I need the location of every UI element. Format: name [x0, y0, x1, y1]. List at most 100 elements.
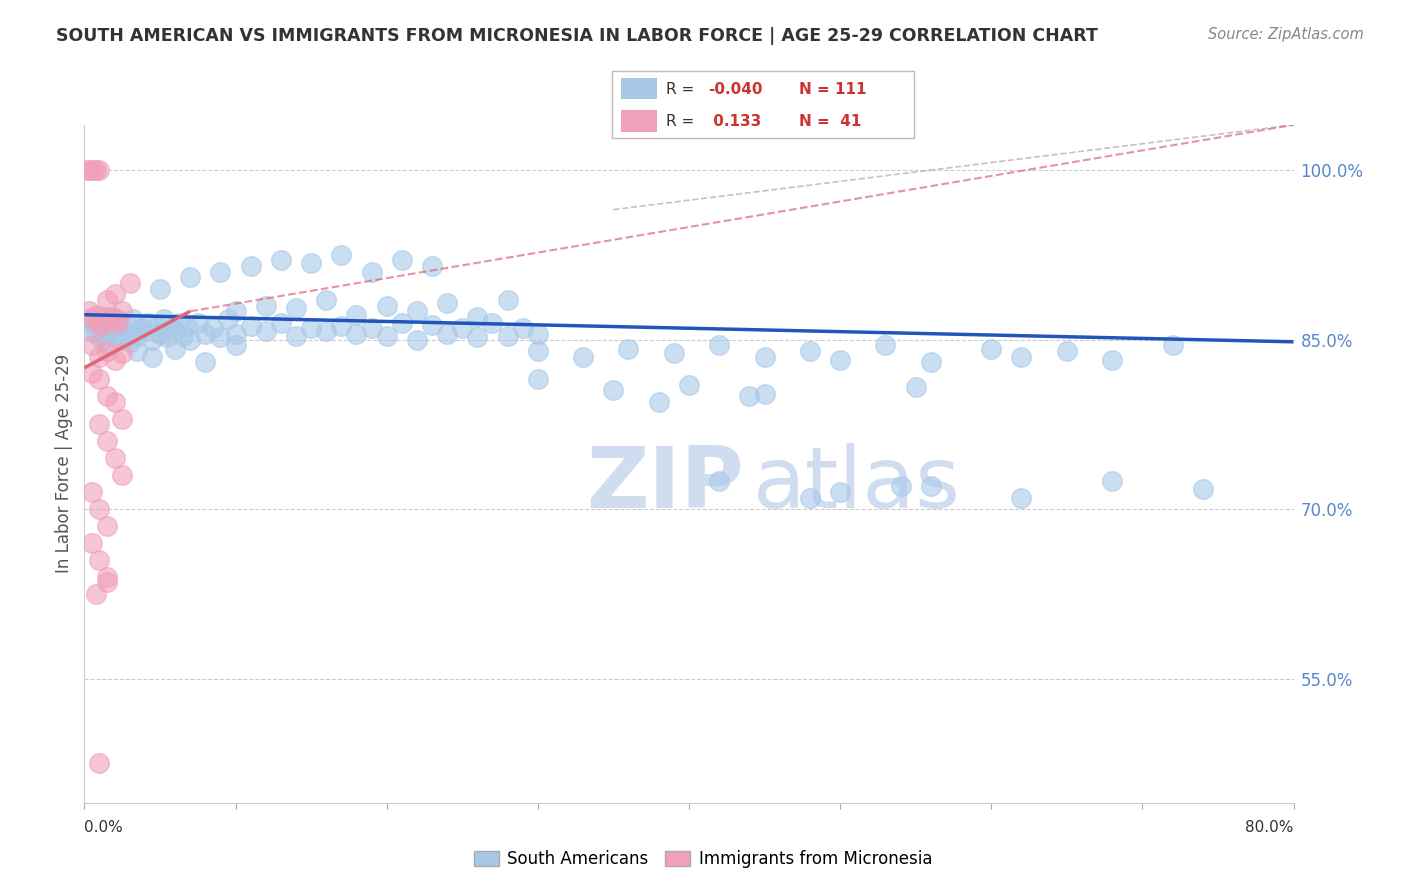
FancyBboxPatch shape [620, 111, 657, 131]
Point [89, 756, 111, 771]
Point [451, 321, 474, 335]
Point [89, 350, 111, 364]
Point [160, 321, 183, 335]
Point [80, 312, 103, 326]
Point [89, 372, 111, 386]
Point [96, 389, 118, 403]
Point [89, 502, 111, 516]
Point [80, 485, 103, 500]
Point [225, 304, 247, 318]
Point [76, 163, 98, 178]
Point [201, 321, 224, 335]
Text: SOUTH AMERICAN VS IMMIGRANTS FROM MICRONESIA IN LABOR FORCE | AGE 25-29 CORRELAT: SOUTH AMERICAN VS IMMIGRANTS FROM MICRON… [56, 27, 1098, 45]
Point [527, 372, 550, 386]
Point [79, 163, 101, 178]
Point [149, 326, 172, 341]
Point [96, 434, 118, 449]
Point [165, 342, 187, 356]
Point [141, 333, 163, 347]
Point [481, 316, 503, 330]
Point [830, 352, 852, 367]
Point [100, 316, 122, 330]
Point [330, 248, 353, 262]
Point [179, 270, 201, 285]
Point [115, 318, 138, 332]
Point [617, 342, 640, 356]
Point [890, 479, 912, 493]
Point [149, 326, 172, 341]
Point [375, 329, 398, 343]
Point [134, 324, 156, 338]
Point [96, 519, 118, 533]
Point [86, 163, 108, 178]
Point [299, 321, 322, 335]
Point [799, 491, 821, 505]
Point [254, 324, 277, 338]
Point [754, 386, 776, 401]
Point [436, 296, 458, 310]
Point [141, 350, 163, 364]
Point [406, 304, 429, 318]
Point [96, 338, 118, 352]
Point [1192, 482, 1215, 496]
Point [86, 587, 108, 601]
Point [80, 338, 103, 352]
Point [496, 293, 519, 307]
Point [100, 310, 122, 324]
Text: R =: R = [666, 114, 699, 129]
Point [111, 468, 134, 483]
Point [512, 321, 534, 335]
Point [89, 163, 111, 178]
Point [136, 316, 159, 330]
Point [165, 324, 187, 338]
Point [406, 333, 429, 347]
Point [980, 342, 1002, 356]
Point [194, 326, 217, 341]
Point [754, 350, 776, 364]
Point [111, 304, 134, 318]
Point [1011, 491, 1033, 505]
Text: 0.0%: 0.0% [84, 820, 124, 835]
Point [89, 417, 111, 432]
Point [391, 253, 413, 268]
Point [104, 394, 127, 409]
FancyBboxPatch shape [612, 71, 914, 138]
Point [904, 380, 927, 394]
Point [920, 355, 942, 369]
Point [104, 451, 127, 466]
Point [118, 326, 141, 341]
Point [799, 343, 821, 358]
Point [111, 411, 134, 425]
Point [94, 318, 117, 333]
Point [187, 316, 209, 330]
Point [1101, 352, 1123, 367]
Point [107, 316, 129, 330]
Point [285, 301, 308, 315]
Point [391, 316, 413, 330]
Point [920, 479, 942, 493]
Point [602, 384, 624, 398]
Point [77, 304, 100, 318]
Point [77, 312, 100, 326]
Point [91, 333, 114, 347]
Point [96, 570, 118, 584]
Point [875, 338, 897, 352]
Text: Source: ZipAtlas.com: Source: ZipAtlas.com [1208, 27, 1364, 42]
Point [96, 310, 118, 324]
Text: -0.040: -0.040 [709, 82, 763, 97]
Point [153, 312, 176, 326]
Point [375, 299, 398, 313]
Point [285, 329, 308, 343]
Point [239, 318, 262, 333]
Point [104, 352, 127, 367]
Point [270, 253, 292, 268]
Point [738, 389, 761, 403]
Legend: South Americans, Immigrants from Micronesia: South Americans, Immigrants from Microne… [467, 844, 939, 875]
Text: ZIP: ZIP [586, 442, 744, 525]
Point [131, 321, 153, 335]
Point [89, 553, 111, 567]
Point [467, 310, 489, 324]
Point [527, 326, 550, 341]
Text: atlas: atlas [754, 442, 962, 525]
Point [254, 299, 277, 313]
